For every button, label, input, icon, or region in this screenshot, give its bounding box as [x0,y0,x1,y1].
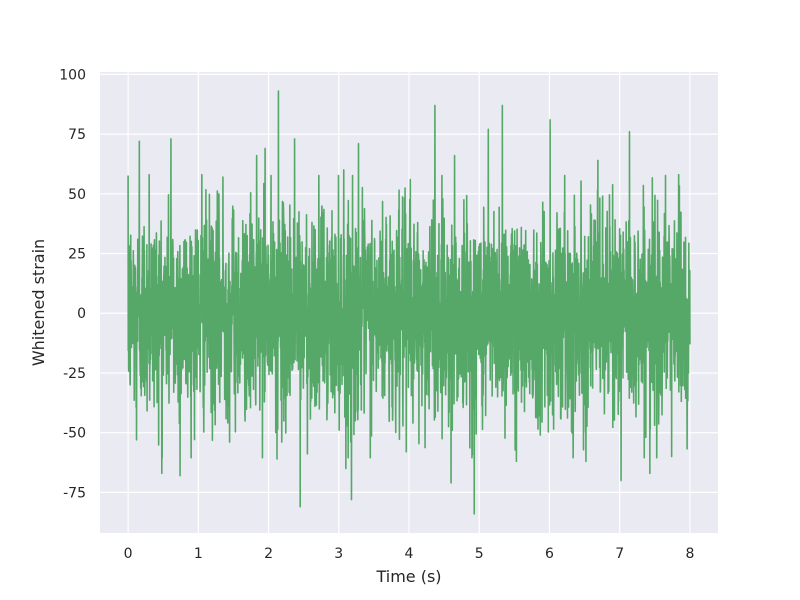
x-tick-label: 4 [405,546,414,562]
x-tick-label: 7 [615,546,624,562]
x-tick-label: 6 [545,546,554,562]
y-tick-label: -50 [63,426,86,442]
series-layer [127,90,691,515]
x-axis-ticks: 0 1 2 3 4 5 6 7 8 [124,546,695,562]
x-tick-label: 2 [264,546,273,562]
y-axis-ticks: -75 -50 -25 0 25 50 75 100 [59,67,86,501]
y-tick-label: -25 [63,366,86,382]
y-tick-label: -75 [63,485,86,501]
x-tick-label: 5 [475,546,484,562]
x-axis-label: Time (s) [375,567,441,586]
x-tick-label: 3 [334,546,343,562]
x-tick-label: 1 [194,546,203,562]
y-tick-label: 25 [68,247,86,263]
x-tick-label: 0 [124,546,133,562]
y-tick-label: 100 [59,67,86,83]
y-tick-label: 0 [77,306,86,322]
y-axis-label: Whitened strain [29,239,48,366]
series-line [127,90,691,515]
x-tick-label: 8 [685,546,694,562]
y-tick-label: 50 [68,187,86,203]
y-tick-label: 75 [68,127,86,143]
